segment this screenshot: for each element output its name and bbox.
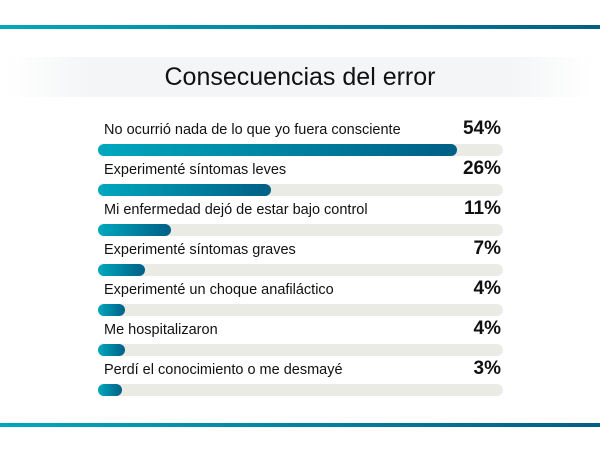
- bar-row: Experimenté síntomas graves 7%: [98, 238, 503, 282]
- bar-track: [98, 344, 503, 356]
- bar: [98, 224, 172, 236]
- bar: [98, 344, 125, 356]
- chart-title: Consecuencias del error: [164, 62, 436, 91]
- bar-track: [98, 384, 503, 396]
- bar-row: No ocurrió nada de lo que yo fuera consc…: [98, 118, 503, 162]
- bar-label: Experimenté un choque anafiláctico: [104, 282, 334, 298]
- value-label: 11%: [464, 198, 501, 219]
- bar-label: Experimenté síntomas graves: [104, 242, 296, 258]
- bar-label: No ocurrió nada de lo que yo fuera consc…: [104, 122, 401, 138]
- bar-track: [98, 264, 503, 276]
- bar: [98, 384, 122, 396]
- bar-track: [98, 184, 503, 196]
- value-label: 7%: [473, 238, 501, 259]
- bar: [98, 184, 271, 196]
- value-label: 54%: [462, 118, 501, 139]
- bottom-rule: [0, 423, 600, 427]
- bar: [98, 264, 145, 276]
- bar: [98, 304, 125, 316]
- bar-row: Experimenté un choque anafiláctico 4%: [98, 278, 503, 322]
- bar-track: [98, 144, 503, 156]
- value-label: 3%: [473, 358, 501, 379]
- top-rule: [0, 25, 600, 29]
- bar-label: Perdí el conocimiento o me desmayé: [104, 362, 343, 378]
- value-label: 4%: [473, 318, 501, 339]
- bar-label: Me hospitalizaron: [104, 322, 218, 338]
- bar-row: Perdí el conocimiento o me desmayé 3%: [98, 358, 503, 402]
- bar-row: Experimenté síntomas leves 26%: [98, 158, 503, 202]
- bar-row: Me hospitalizaron 4%: [98, 318, 503, 362]
- value-label: 4%: [473, 278, 501, 299]
- bar-label: Mi enfermedad dejó de estar bajo control: [104, 202, 368, 218]
- bar-label: Experimenté síntomas leves: [104, 162, 287, 178]
- value-label: 26%: [462, 158, 501, 179]
- title-band: Consecuencias del error: [6, 57, 594, 97]
- bar-row: Mi enfermedad dejó de estar bajo control…: [98, 198, 503, 242]
- bar: [98, 144, 458, 156]
- bar-track: [98, 304, 503, 316]
- bar-track: [98, 224, 503, 236]
